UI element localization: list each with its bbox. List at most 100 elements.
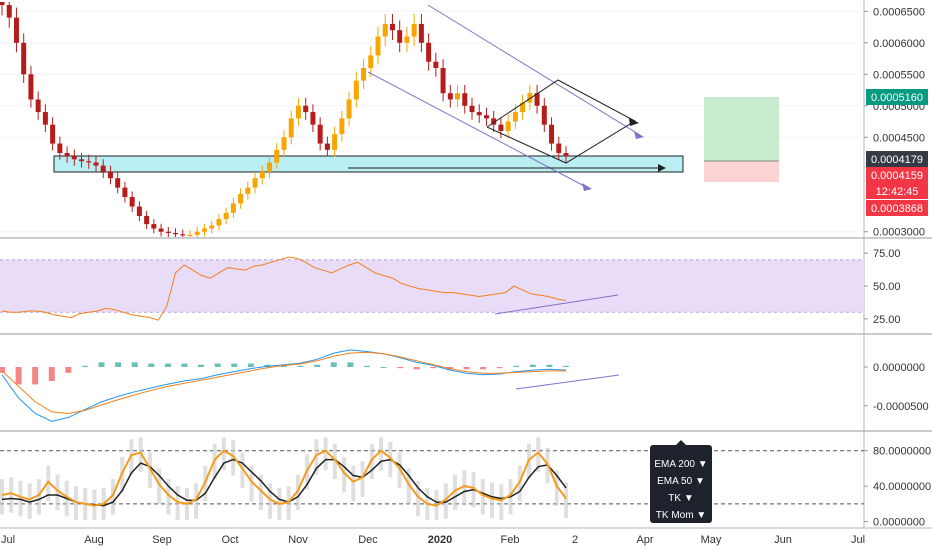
x-tick-label: Aug [84, 534, 104, 546]
rsi-tick-label: 25.00 [873, 314, 901, 326]
stoch-histogram-bar [379, 437, 384, 471]
macd-histogram-bar [297, 365, 304, 367]
stoch-histogram-bar [0, 479, 4, 515]
macd-histogram-bar [430, 367, 437, 369]
candle-body [520, 102, 526, 113]
macd-histogram-bar [563, 365, 569, 367]
candle-body [563, 153, 569, 157]
pattern-arrowhead [629, 118, 639, 126]
price-tag-box [866, 200, 928, 216]
legend-item-ema-200[interactable]: EMA 200 ▼ [654, 459, 707, 470]
candle-body [556, 143, 562, 153]
x-tick-label: Oct [221, 534, 238, 546]
candle-body [6, 5, 12, 18]
support-zone [53, 155, 684, 173]
macd-histogram-bar [15, 367, 22, 385]
stoch-histogram-bar [351, 465, 356, 502]
legend-menu-pointer [676, 440, 686, 445]
candle-body [267, 162, 273, 172]
candle-body [129, 197, 135, 207]
x-tick-label: Dec [358, 534, 378, 546]
rsi-tick-label: 50.00 [873, 281, 901, 293]
macd-histogram-bar [546, 364, 553, 367]
macd-histogram-bar [148, 363, 155, 367]
candle-body [469, 105, 475, 113]
candle-body [252, 178, 258, 188]
price-tick-label: 0.0006000 [873, 38, 925, 50]
stoch-histogram-bar [157, 468, 162, 504]
stoch-tick-label: 40.0000000 [873, 481, 931, 493]
macd-trendline [515, 374, 620, 390]
x-tick-label: Jun [774, 534, 792, 546]
stoch-histogram-bar [46, 465, 51, 502]
candle-body [194, 231, 200, 235]
price-tag-box [866, 183, 928, 199]
macd-histogram-bar [0, 367, 5, 373]
candle-body [462, 93, 468, 106]
macd-histogram-bar [98, 362, 105, 367]
candle-body [295, 105, 301, 119]
macd-histogram-bar [529, 364, 536, 367]
price-tag-label: 0.0004159 [871, 170, 923, 182]
candle-body [230, 203, 236, 213]
x-tick-label: 2020 [428, 534, 452, 546]
candle-body [534, 93, 540, 106]
stoch-histogram-bar [138, 437, 143, 472]
rsi-trendline [494, 294, 619, 315]
candle-body [115, 178, 121, 188]
candle-body [541, 105, 547, 125]
macd-histogram-bar [513, 365, 520, 367]
macd-histogram-bar [32, 367, 39, 385]
macd-histogram-bar [347, 362, 354, 367]
candle-body [418, 23, 424, 43]
macd-histogram-bar [281, 365, 287, 367]
candle-body [21, 42, 27, 75]
macd-histogram-bar [115, 362, 122, 367]
candle-body [100, 165, 106, 172]
legend-item-tk-mom[interactable]: TK Mom ▼ [656, 510, 706, 521]
candle-body [13, 17, 19, 43]
candle-body [375, 36, 381, 56]
macd-histogram-bar [81, 365, 88, 367]
candle-body [281, 137, 287, 150]
candle-body [107, 171, 113, 179]
macd-histogram-bar [231, 363, 238, 367]
price-tick-label: 0.0004500 [873, 132, 925, 144]
stoch-k-line [1, 449, 567, 507]
projection-arrowhead [658, 164, 666, 172]
stoch-histogram-bar [480, 479, 485, 515]
candle-body [382, 23, 388, 37]
stoch-histogram-bar [342, 456, 347, 493]
stoch-histogram-bar [554, 470, 559, 506]
price-tag-box [866, 89, 928, 105]
candle-body [447, 93, 453, 100]
legend-item-ema-50[interactable]: EMA 50 ▼ [657, 476, 705, 487]
legend-item-tk[interactable]: TK ▼ [668, 493, 693, 504]
candle-body [332, 134, 338, 150]
price-tag-box [866, 167, 928, 183]
stoch-histogram-bar [443, 483, 448, 519]
legend-menu-box [650, 445, 712, 523]
price-tick-label: 0.0003000 [873, 227, 925, 239]
indicator-legend-menu[interactable]: EMA 200 ▼ EMA 50 ▼ TK ▼ TK Mom ▼ [650, 440, 712, 523]
macd-signal-line [1, 351, 566, 415]
candle-body [165, 231, 171, 233]
macd-histogram-bar [480, 367, 487, 370]
candle-body [136, 206, 142, 216]
candle-body [28, 74, 34, 100]
candle-body [389, 23, 395, 31]
candle-body [173, 232, 179, 235]
candle-body [483, 115, 489, 119]
candle-body [455, 93, 461, 100]
stoch-histogram-bar [27, 483, 32, 519]
candle-body [303, 105, 309, 113]
candle-body [512, 112, 518, 122]
stoch-histogram-bar [258, 474, 263, 511]
macd-histogram-bar [496, 367, 503, 369]
candle-body [42, 112, 48, 125]
long-position-loss-zone [704, 161, 779, 182]
candle-body [324, 143, 330, 150]
candle-body [201, 228, 207, 232]
candle-body [426, 42, 432, 62]
